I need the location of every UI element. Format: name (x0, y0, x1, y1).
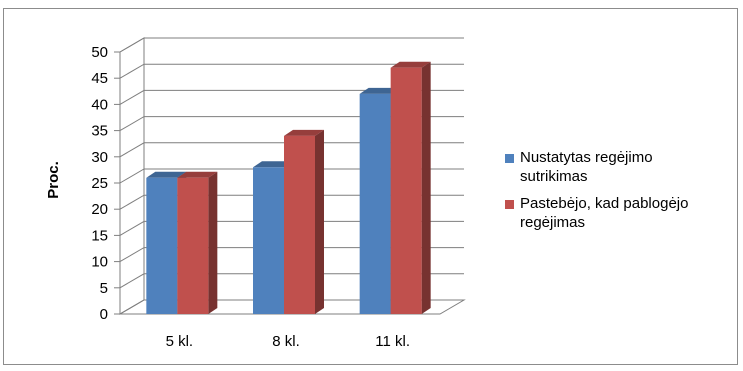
bar-top (359, 87, 400, 94)
x-axis-ticks: 5 kl. 8 kl. 11 kl. (166, 333, 410, 350)
y-tick-label: 45 (91, 70, 108, 87)
gridline (119, 247, 464, 263)
y-tick-label: 20 (91, 201, 108, 218)
bar-top (177, 171, 218, 178)
y-tick-label: 50 (91, 44, 108, 61)
chart-gridlines (114, 37, 464, 315)
gridline (119, 37, 464, 53)
legend: Nustatytas regėjimo sutrikimas Pastebėjo… (505, 148, 735, 240)
bar-top (253, 161, 293, 168)
gridline (119, 194, 464, 210)
y-tick-label: 0 (100, 306, 108, 323)
y-tick-label: 40 (91, 96, 108, 113)
x-tick-label: 8 kl. (272, 333, 300, 350)
y-axis-ticks: 0 5 10 15 20 25 30 35 40 45 50 (91, 44, 108, 323)
legend-item-series-1: Nustatytas regėjimo sutrikimas (505, 148, 735, 186)
bar-side (421, 61, 431, 314)
bar-front (177, 177, 209, 314)
gridline (119, 273, 464, 289)
gridline (119, 89, 464, 105)
y-tick-label: 30 (91, 149, 108, 166)
bar (390, 61, 431, 314)
bar-top (146, 171, 187, 178)
y-tick-label: 35 (91, 123, 108, 140)
bar-front (146, 177, 178, 314)
gridline (119, 116, 464, 132)
x-tick-label: 11 kl. (375, 333, 410, 350)
x-tick-label: 5 kl. (166, 333, 194, 350)
gridline (119, 220, 464, 236)
bar-front (253, 167, 284, 314)
legend-item-series-2: Pastebėjo, kad pablogėjo regėjimas (505, 194, 735, 232)
bar-side (315, 129, 324, 314)
y-tick-label: 10 (91, 254, 108, 271)
bar-front (359, 93, 391, 314)
legend-label-series-2: Pastebėjo, kad pablogėjo regėjimas (520, 195, 689, 231)
y-tick-label: 15 (91, 227, 108, 244)
gridline (119, 63, 464, 79)
bar-front (390, 67, 422, 314)
bar-top (284, 129, 324, 136)
chart-bars (146, 61, 431, 314)
gridline (119, 142, 464, 158)
legend-swatch-series-1 (505, 154, 514, 163)
bar-side (208, 171, 218, 314)
y-tick-label: 25 (91, 175, 108, 192)
gridline (119, 168, 464, 184)
legend-swatch-series-2 (505, 200, 514, 209)
bar (284, 129, 324, 314)
legend-label-series-1: Nustatytas regėjimo sutrikimas (520, 149, 653, 185)
y-tick-label: 5 (100, 280, 108, 297)
bar-top (390, 61, 431, 68)
bar-front (284, 135, 315, 314)
y-axis-label: Proc. (45, 161, 62, 199)
gridline (119, 299, 464, 315)
bar (177, 171, 218, 314)
